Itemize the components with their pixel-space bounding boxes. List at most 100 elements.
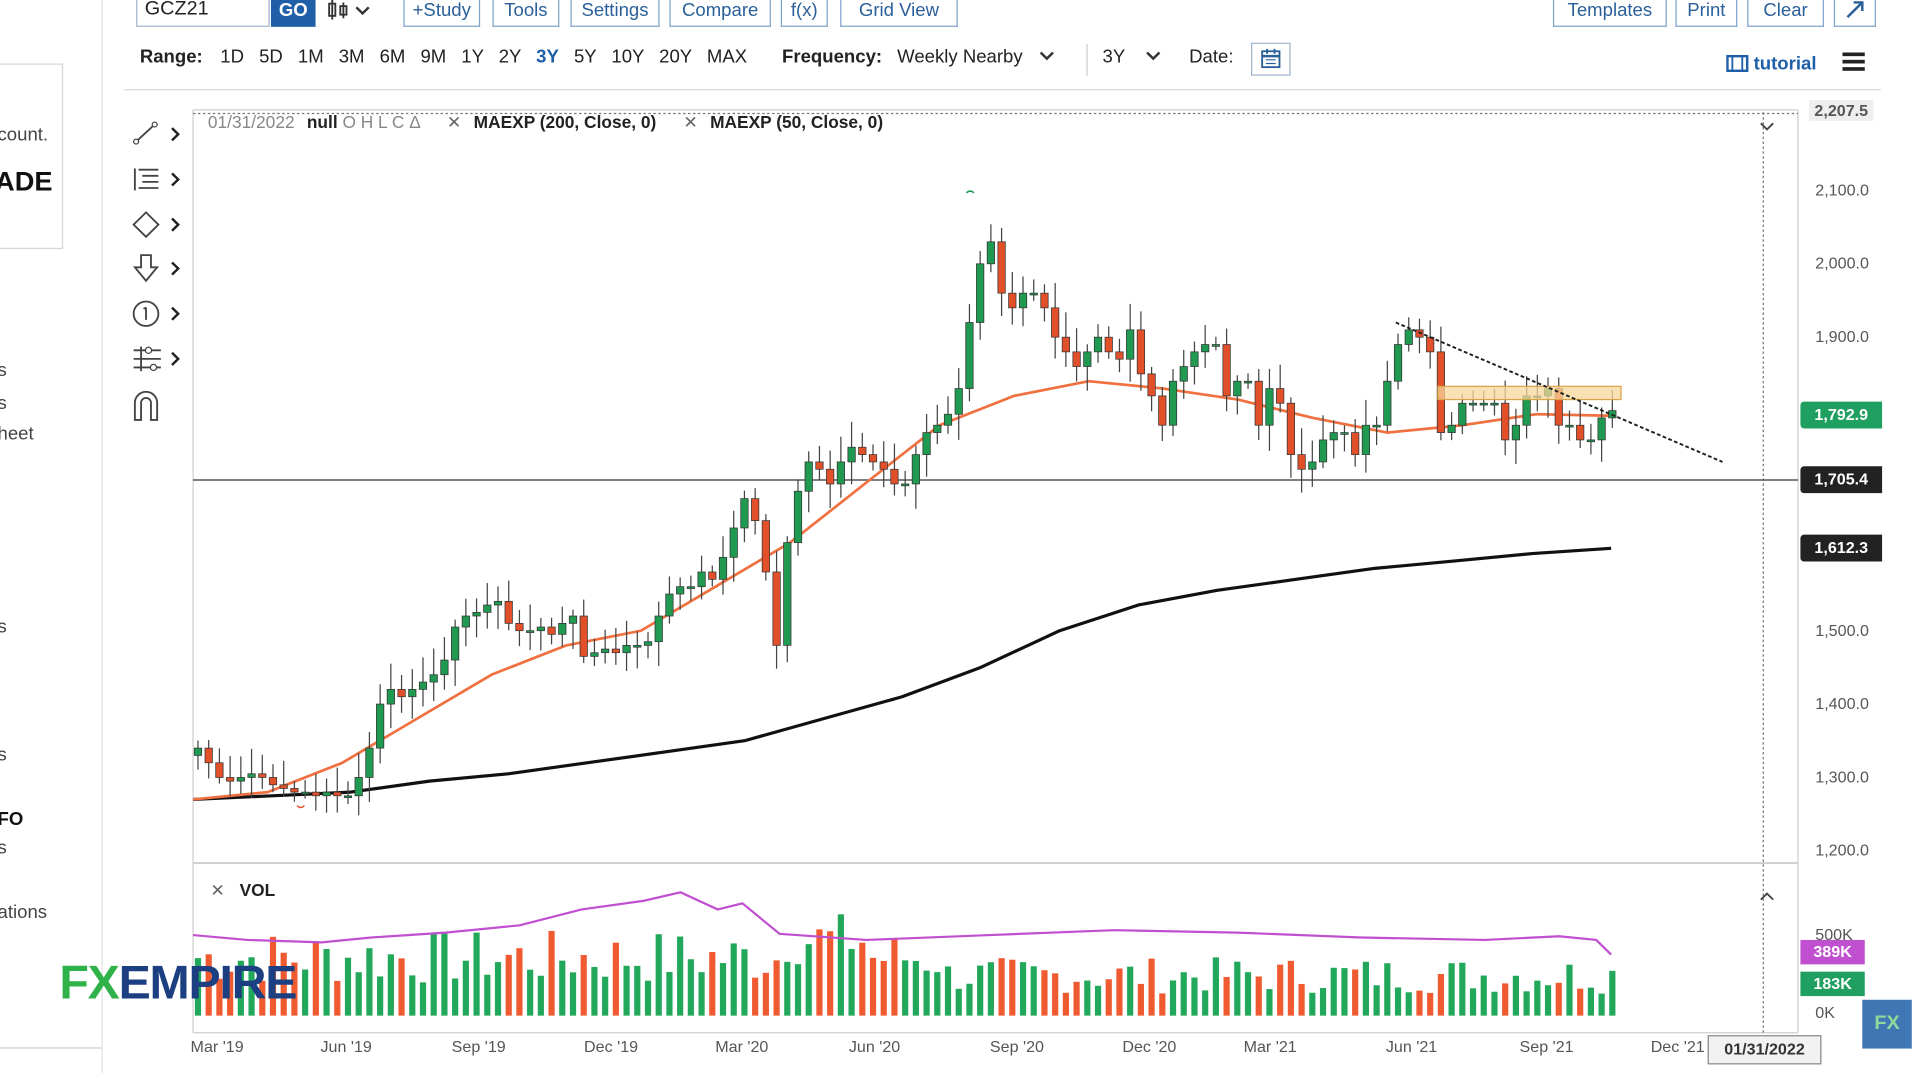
range-max[interactable]: MAX <box>706 46 748 68</box>
compare-button[interactable]: Compare <box>669 0 771 27</box>
magnet-tool[interactable] <box>131 388 180 421</box>
ma200-line[interactable] <box>192 546 1612 802</box>
candle-body <box>1276 388 1285 404</box>
volume-bar <box>1459 962 1466 1016</box>
x-tick: Mar '20 <box>715 1037 769 1056</box>
frequency-value[interactable]: Weekly Nearby <box>897 46 1023 68</box>
resistance-zone[interactable] <box>1437 385 1622 401</box>
legend-study-200[interactable]: MAEXP (200, Close, 0) <box>473 112 657 132</box>
volume-bar <box>784 961 791 1016</box>
hamburger-menu[interactable] <box>1841 50 1866 72</box>
chevron-down-icon[interactable] <box>1145 50 1162 62</box>
period-control[interactable]: 3Y <box>1103 46 1163 67</box>
templates-button[interactable]: Templates <box>1552 0 1667 27</box>
volume-bar <box>741 949 748 1016</box>
volume-bar <box>837 914 844 1016</box>
go-button[interactable]: GO <box>270 0 316 27</box>
range-9m[interactable]: 9M <box>420 46 447 68</box>
volume-bar <box>494 962 502 1016</box>
tutorial-link[interactable]: tutorial <box>1726 53 1817 75</box>
left-text-3[interactable]: s <box>0 360 7 381</box>
symbol-input[interactable]: GCZ21 <box>136 0 270 27</box>
grid-view-button[interactable]: Grid View <box>840 0 958 27</box>
fib-tool[interactable] <box>131 164 180 196</box>
measure-tool[interactable] <box>131 343 180 375</box>
left-text-10[interactable]: ations <box>0 902 48 923</box>
close-icon[interactable]: ✕ <box>683 112 698 132</box>
candle-body <box>333 791 342 797</box>
range-10y[interactable]: 10Y <box>611 46 645 68</box>
expand-button[interactable] <box>1833 0 1876 27</box>
clear-button[interactable]: Clear <box>1747 0 1824 27</box>
volume-bar <box>580 955 587 1016</box>
tools-button[interactable]: Tools <box>492 0 560 27</box>
function-button[interactable]: f(x) <box>780 0 828 27</box>
candle-body <box>1243 380 1253 384</box>
candle-body <box>922 432 931 455</box>
volume-bar <box>1030 966 1037 1016</box>
range-20y[interactable]: 20Y <box>659 46 692 68</box>
volume-bar <box>505 954 512 1016</box>
fxempire-logo: FXEMPIRE <box>59 957 297 1011</box>
volume-bar <box>730 943 737 1016</box>
ma50-line[interactable] <box>192 379 1612 801</box>
left-text-9[interactable]: s <box>0 837 7 858</box>
left-text-7[interactable]: s <box>0 745 7 766</box>
candle-body <box>729 527 738 558</box>
period-value[interactable]: 3Y <box>1102 46 1125 68</box>
trendline[interactable] <box>1395 321 1723 463</box>
date-label: Date: <box>1189 46 1234 68</box>
volume-bar <box>666 971 673 1016</box>
candle-body <box>1576 424 1585 441</box>
x-tick: Jun '19 <box>320 1037 372 1056</box>
volume-bar <box>955 988 962 1016</box>
volume-bar <box>1180 972 1187 1016</box>
range-5d[interactable]: 5D <box>259 46 283 68</box>
film-icon <box>1726 54 1749 73</box>
y-tick: 1,300.0 <box>1815 767 1869 787</box>
left-text-5[interactable]: heet <box>0 423 34 445</box>
legend-study-50[interactable]: MAEXP (50, Close, 0) <box>710 112 884 132</box>
price-tag-ma200: 1,612.3 <box>1800 534 1883 562</box>
range-6m[interactable]: 6M <box>379 46 406 68</box>
candle-body <box>1468 402 1478 406</box>
crosshair-date-label: 01/31/2022 <box>1707 1035 1822 1065</box>
settings-button[interactable]: Settings <box>570 0 660 27</box>
volume-bar <box>762 972 769 1016</box>
chevron-down-icon[interactable] <box>1038 50 1055 62</box>
range-3m[interactable]: 3M <box>338 46 365 68</box>
print-button[interactable]: Print <box>1675 0 1738 27</box>
range-2y[interactable]: 2Y <box>498 46 522 68</box>
study-button[interactable]: +Study <box>403 0 481 27</box>
close-icon[interactable]: ✕ <box>210 880 225 900</box>
candle-body <box>622 645 631 654</box>
left-text-6[interactable]: s <box>0 616 7 637</box>
collapse-panel-button[interactable] <box>1758 117 1775 139</box>
volume-bar <box>387 954 394 1016</box>
collapse-volume-button[interactable] <box>1758 886 1775 908</box>
left-text-4[interactable]: s <box>0 393 7 414</box>
range-1d[interactable]: 1D <box>220 46 245 68</box>
chart-type-dropdown[interactable] <box>327 0 376 24</box>
range-1m[interactable]: 1M <box>297 46 324 68</box>
volume-bar <box>1041 970 1048 1016</box>
left-text-8: FO <box>0 809 24 831</box>
arrow-tool[interactable] <box>131 253 180 285</box>
candlesticks[interactable] <box>193 224 1617 816</box>
volume-legend: ✕ VOL <box>210 880 275 901</box>
tutorial-label[interactable]: tutorial <box>1753 53 1817 75</box>
candle-body <box>826 468 835 485</box>
line-tool[interactable] <box>131 118 180 150</box>
range-1y[interactable]: 1Y <box>461 46 484 68</box>
date-picker-button[interactable] <box>1251 42 1291 76</box>
candle-body <box>515 622 524 632</box>
range-5y[interactable]: 5Y <box>573 46 597 68</box>
range-3y[interactable]: 3Y <box>536 46 559 68</box>
annotation-tool[interactable] <box>131 298 180 330</box>
range-bar: Range: 1D 5D 1M 3M 6M 9M 1Y 2Y 3Y 5Y 10Y… <box>140 46 747 73</box>
close-icon[interactable]: ✕ <box>446 112 462 132</box>
shape-tool[interactable] <box>131 209 180 241</box>
left-side-panel: count. ADE s s heet s s FO s ations <box>0 0 103 1073</box>
frequency-control[interactable]: Frequency: Weekly Nearby <box>782 46 1055 67</box>
